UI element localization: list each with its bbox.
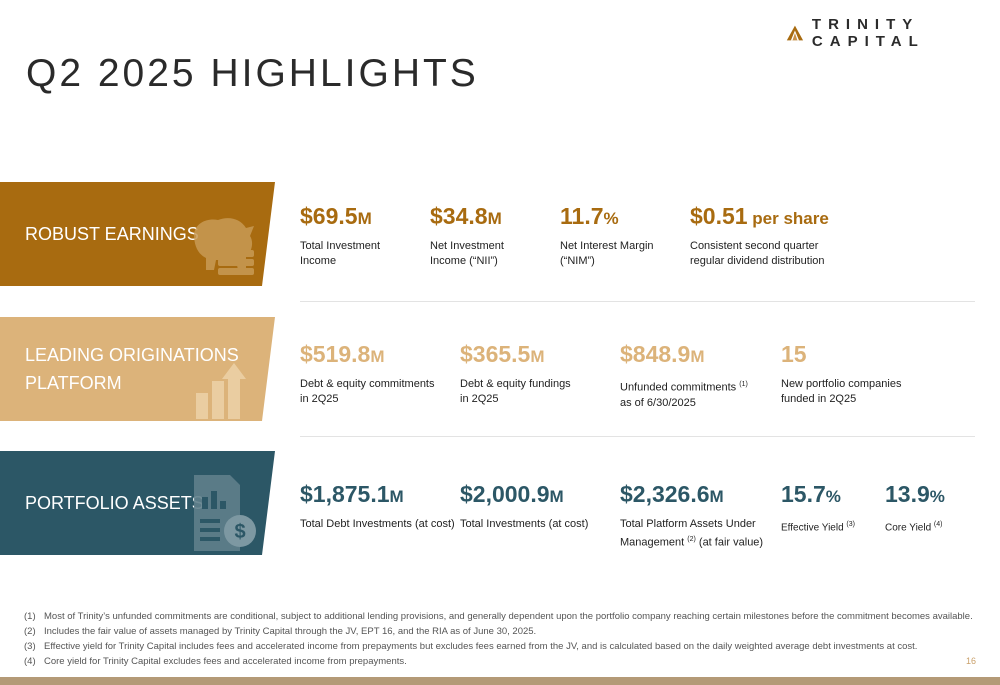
metric-net-interest-margin: 11.7% Net Interest Margin (“NIM”) [560, 203, 654, 267]
section-divider [300, 436, 975, 437]
section-label: PORTFOLIO ASSETS [25, 493, 204, 513]
footnote: (4) Core yield for Trinity Capital exclud… [24, 656, 407, 667]
section-label: LEADING ORIGINATIONS PLATFORM [25, 345, 239, 393]
section-banner-robust-earnings: ROBUST EARNINGS [0, 182, 276, 286]
section-label: ROBUST EARNINGS [25, 224, 199, 244]
company-logo: TRINITY CAPITAL [786, 16, 1000, 50]
footnotes: (1) Most of Trinity’s unfunded commitment… [24, 609, 973, 669]
section-banner-portfolio-assets: PORTFOLIO ASSETS $ [0, 451, 276, 555]
piggy-bank-icon [194, 218, 254, 275]
footnote: (1) Most of Trinity’s unfunded commitment… [24, 611, 973, 622]
section-divider [300, 301, 975, 302]
section-banner-leading-originations: LEADING ORIGINATIONS PLATFORM [0, 317, 276, 421]
page-number: 16 [965, 656, 976, 666]
metric-net-investment-income: $34.8M Net Investment Income (“NII”) [430, 203, 504, 267]
metric-dividend-per-share: $0.51 per share Consistent second quarte… [690, 203, 829, 267]
financial-document-icon: $ [194, 475, 256, 551]
metric-effective-yield: 15.7% Effective Yield (3) [781, 481, 855, 534]
metric-total-platform-assets: $2,326.6M Total Platform Assets Under Man… [620, 481, 764, 549]
page-title: Q2 2025 HIGHLIGHTS [26, 52, 479, 95]
metric-unfunded-commitments: $848.9M Unfunded commitments (1) as of 6/… [620, 341, 748, 409]
svg-text:$: $ [234, 521, 245, 543]
metric-new-portfolio-companies: 15 New portfolio companies funded in 2Q25 [781, 341, 902, 405]
bottom-accent-bar [0, 677, 1000, 685]
company-name: TRINITY CAPITAL [811, 16, 925, 50]
footnote: (2) Includes the fair value of assets man… [24, 626, 537, 637]
metric-total-investments: $2,000.9M Total Investments (at cost) [460, 481, 589, 530]
metric-total-investment-income: $69.5M Total Investment Income [300, 203, 381, 267]
metric-debt-equity-fundings: $365.5M Debt & equity fundings in 2Q25 [460, 341, 571, 405]
trinity-mountain-icon [786, 25, 804, 41]
growth-chart-icon [196, 363, 246, 419]
metric-debt-equity-commitments: $519.8M Debt & equity commitments in 2Q25 [300, 341, 435, 405]
metric-core-yield: 13.9% Core Yield (4) [885, 481, 945, 534]
metric-total-debt-investments: $1,875.1M Total Debt Investments (at cos… [300, 481, 455, 530]
footnote: (3) Effective yield for Trinity Capital i… [24, 641, 918, 652]
